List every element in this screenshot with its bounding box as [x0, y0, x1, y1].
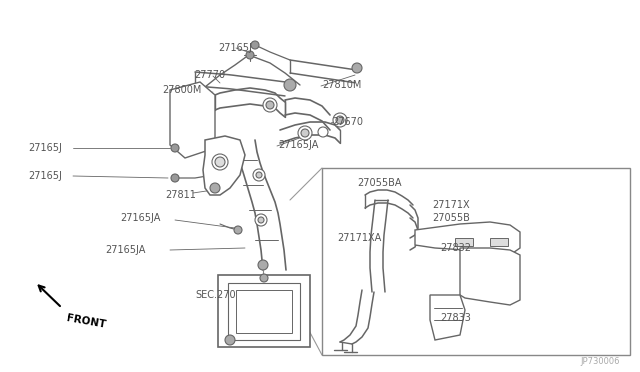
- Bar: [412, 222, 418, 228]
- Circle shape: [352, 63, 362, 73]
- Text: 27055B: 27055B: [432, 213, 470, 223]
- Text: 27171XA: 27171XA: [337, 233, 381, 243]
- Text: 27165JA: 27165JA: [105, 245, 145, 255]
- Polygon shape: [203, 136, 245, 195]
- Circle shape: [171, 174, 179, 182]
- Polygon shape: [170, 82, 215, 158]
- Circle shape: [256, 172, 262, 178]
- Text: 27165JA: 27165JA: [278, 140, 318, 150]
- Circle shape: [362, 188, 370, 196]
- Circle shape: [215, 157, 225, 167]
- Circle shape: [333, 113, 347, 127]
- Circle shape: [336, 116, 344, 124]
- Text: 27832: 27832: [440, 243, 471, 253]
- Circle shape: [260, 274, 268, 282]
- Circle shape: [301, 129, 309, 137]
- Text: 27811: 27811: [165, 190, 196, 200]
- Circle shape: [246, 51, 254, 59]
- Text: 27165JA: 27165JA: [120, 213, 161, 223]
- Circle shape: [212, 154, 228, 170]
- Circle shape: [387, 202, 393, 208]
- Circle shape: [258, 217, 264, 223]
- Text: 27165J: 27165J: [218, 43, 252, 53]
- Text: 27833: 27833: [440, 313, 471, 323]
- Text: 27165J: 27165J: [28, 171, 62, 181]
- Circle shape: [251, 41, 259, 49]
- Text: 27670: 27670: [332, 117, 363, 127]
- Bar: [236, 290, 292, 333]
- Bar: [455, 238, 473, 246]
- Circle shape: [263, 98, 277, 112]
- Circle shape: [408, 204, 420, 216]
- Circle shape: [258, 260, 268, 270]
- Circle shape: [210, 183, 220, 193]
- Circle shape: [318, 127, 328, 137]
- Text: SEC.270: SEC.270: [195, 290, 236, 300]
- Text: FRONT: FRONT: [66, 313, 107, 330]
- Circle shape: [255, 214, 267, 226]
- Polygon shape: [430, 295, 465, 340]
- Polygon shape: [460, 248, 520, 305]
- Text: 27800M: 27800M: [162, 85, 202, 95]
- Text: JP730006: JP730006: [580, 357, 620, 366]
- Circle shape: [266, 101, 274, 109]
- Circle shape: [284, 79, 296, 91]
- Circle shape: [171, 144, 179, 152]
- Circle shape: [298, 126, 312, 140]
- Text: 27770: 27770: [194, 70, 225, 80]
- Text: 27171X: 27171X: [432, 200, 470, 210]
- Circle shape: [409, 220, 415, 226]
- Bar: [322, 168, 630, 355]
- Circle shape: [234, 226, 242, 234]
- Bar: [228, 283, 300, 340]
- Circle shape: [411, 207, 417, 213]
- Circle shape: [253, 169, 265, 181]
- Text: 27165J: 27165J: [28, 143, 62, 153]
- Polygon shape: [415, 222, 520, 255]
- Text: 27055BA: 27055BA: [357, 178, 401, 188]
- Bar: [490, 238, 508, 246]
- Text: 27810M: 27810M: [322, 80, 362, 90]
- Bar: [218, 275, 310, 347]
- Circle shape: [225, 335, 235, 345]
